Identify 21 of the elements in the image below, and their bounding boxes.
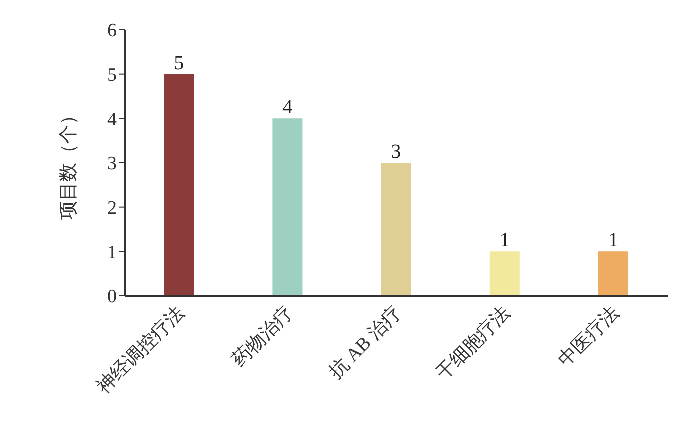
y-tick-label: 2 [108,198,117,220]
y-tick-label: 6 [108,20,117,42]
bar [164,74,194,296]
y-tick-label: 4 [108,109,118,130]
data-label: 3 [391,141,402,163]
data-label: 1 [608,230,618,252]
y-tick-label: 3 [108,154,117,175]
bar [490,252,520,296]
x-tick-label: 药物治疗 [228,302,298,372]
data-label: 5 [174,52,184,74]
bar [598,252,628,296]
y-axis-title: 项目数（个） [58,106,80,220]
y-tick-label: 1 [108,242,117,264]
x-tick-label: 干细胞疗法 [432,302,515,385]
bar [272,118,303,296]
bar [381,163,412,296]
y-tick-label: 5 [108,65,117,86]
data-label: 1 [500,230,510,252]
data-label: 4 [282,96,293,119]
x-tick-label: 抗 AB 治疗 [325,302,406,384]
x-tick-label: 中医疗法 [554,302,624,372]
